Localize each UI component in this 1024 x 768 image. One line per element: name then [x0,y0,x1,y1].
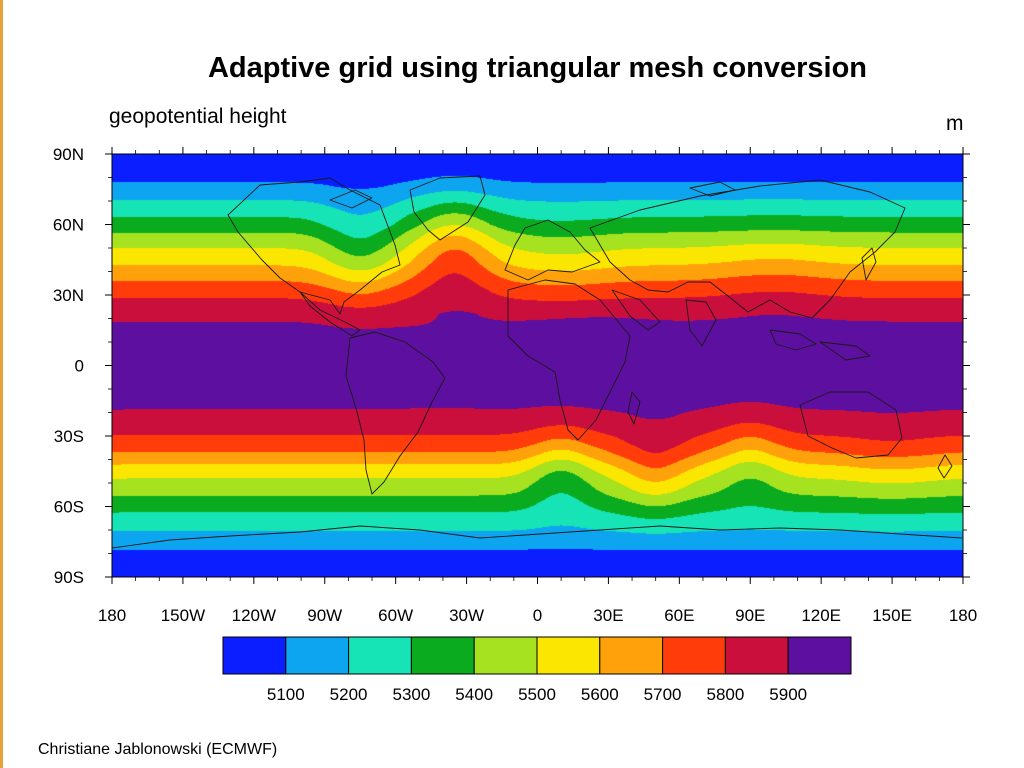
colorbar-swatch [724,636,789,675]
colorbar: 5100 5200 5300 5400 5500 5600 5700 5800 5900 [222,636,852,704]
map-field [112,154,963,577]
colorbar-label: 5800 [706,685,744,704]
x-tick-label: 90E [735,606,765,625]
x-axis: 180 150W 120W 90W 60W 30W 0 30E 60E 90E 120E 150E 18… [98,147,977,625]
colorbar-label: 5500 [518,685,556,704]
colorbar-swatch [222,636,287,675]
x-tick-label: 180 [949,606,977,625]
x-tick-label: 30W [449,606,484,625]
x-tick-label: 30E [593,606,623,625]
geopotential-field-raster [112,154,963,577]
unit-label: m [946,112,964,135]
x-tick-label: 60E [664,606,694,625]
colorbar-label: 5300 [392,685,430,704]
y-tick-label: 30S [54,427,84,446]
x-tick-label: 90W [307,606,342,625]
y-tick-label: 90S [54,568,84,587]
colorbar-swatch [410,636,475,675]
credit-text: Christiane Jablonowski (ECMWF) [38,741,278,758]
x-tick-label: 60W [378,606,413,625]
colorbar-swatch [536,636,601,675]
colorbar-swatch [599,636,664,675]
colorbar-label: 5900 [769,685,807,704]
colorbar-swatch [285,636,350,675]
field-label: geopotential height [109,105,287,128]
colorbar-label: 5700 [644,685,682,704]
y-tick-label: 0 [75,357,84,376]
colorbar-label: 5100 [267,685,305,704]
x-tick-label: 150E [872,606,912,625]
x-tick-label: 120E [801,606,841,625]
y-tick-label: 60N [53,216,84,235]
x-tick-label: 150W [161,606,205,625]
colorbar-label: 5600 [581,685,619,704]
y-axis: 90N 60N 30N 0 30S 60S 90S [53,145,970,587]
chart-title: Adaptive grid using triangular mesh conv… [207,52,868,84]
colorbar-label: 5200 [330,685,368,704]
coastlines [111,175,963,549]
y-tick-label: 30N [53,286,84,305]
x-tick-label: 0 [533,606,542,625]
colorbar-label: 5400 [455,685,493,704]
left-accent-rule [0,0,3,768]
colorbar-swatch [787,636,852,675]
y-tick-label: 90N [53,145,84,164]
colorbar-swatch [662,636,726,675]
x-tick-label: 120W [232,606,276,625]
colorbar-swatch [348,636,412,675]
x-tick-label: 180 [98,606,126,625]
colorbar-swatch [473,636,538,675]
y-tick-label: 60S [54,498,84,517]
